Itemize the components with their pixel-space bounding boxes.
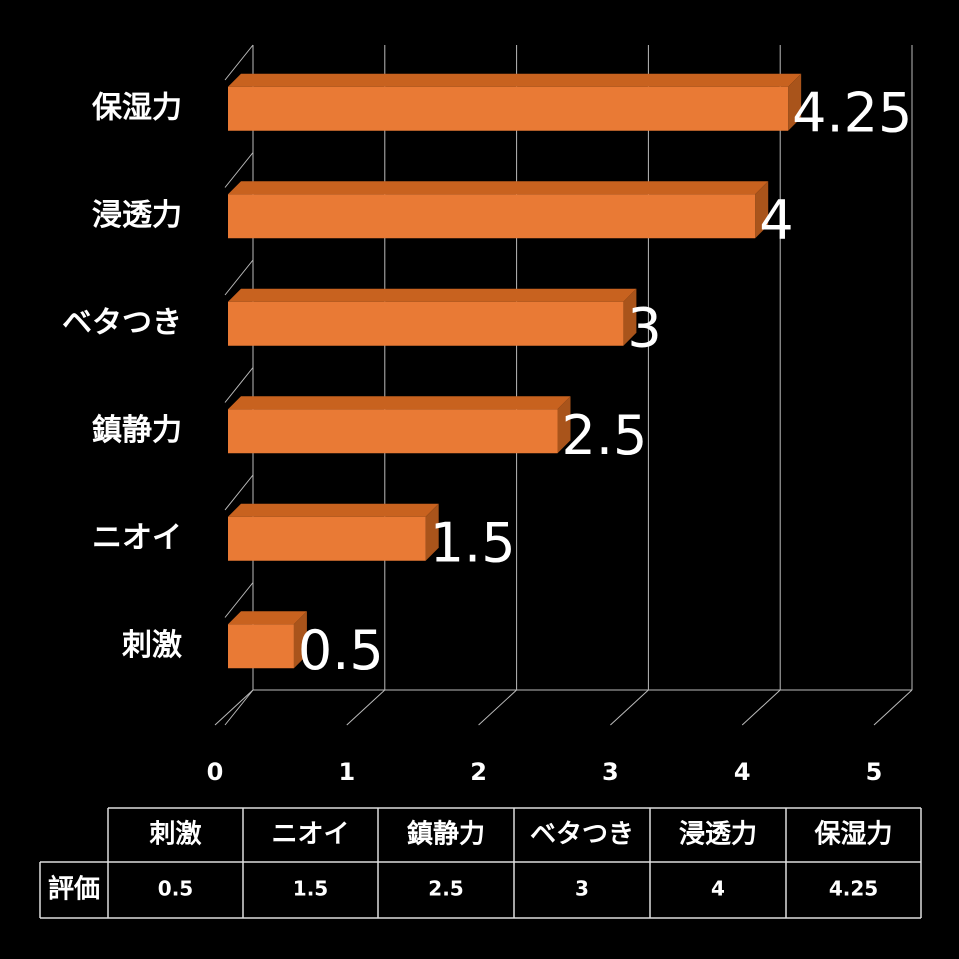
value-label: 4 <box>759 189 793 252</box>
x-tick-label: 0 <box>207 758 224 786</box>
wall-line <box>224 689 254 726</box>
wall-line <box>224 474 254 511</box>
bar-side <box>788 73 802 131</box>
category-label: ベタつき <box>62 305 182 340</box>
table-header: ベタつき <box>530 820 634 850</box>
bar-top <box>228 611 307 625</box>
x-tick-label: 2 <box>470 758 487 786</box>
category-label: 鎮静力 <box>92 413 182 448</box>
bar-top <box>228 181 769 195</box>
table-header: 浸透力 <box>679 820 757 850</box>
table-value: 4.25 <box>829 877 878 901</box>
bar-top <box>228 503 439 517</box>
wall-line <box>224 44 254 81</box>
wall-line <box>224 152 254 188</box>
value-label: 0.5 <box>298 619 384 682</box>
wall-line <box>224 367 254 403</box>
bar-side <box>425 503 439 561</box>
bar <box>228 409 558 454</box>
value-label: 3 <box>627 296 661 359</box>
bar-top <box>228 73 802 87</box>
table-value: 1.5 <box>293 877 328 901</box>
floor-line <box>346 689 386 726</box>
table-value: 2.5 <box>428 877 463 901</box>
bar-top <box>228 288 637 302</box>
floor-line <box>873 689 913 726</box>
bar <box>228 516 426 561</box>
bar <box>228 301 624 346</box>
bar <box>228 86 789 131</box>
table-row-label: 評価 <box>48 874 100 905</box>
wall-line <box>224 259 254 296</box>
x-tick-label: 1 <box>338 758 355 786</box>
value-label: 1.5 <box>430 511 516 574</box>
floor-line <box>478 689 517 726</box>
table-header: 鎮静力 <box>407 819 485 850</box>
table-header: 保湿力 <box>813 820 892 850</box>
floor-line <box>214 689 254 726</box>
value-label: 4.25 <box>792 81 912 144</box>
table-header: 刺激 <box>149 819 201 850</box>
table-value: 3 <box>575 877 589 901</box>
table-value: 4 <box>711 877 725 901</box>
category-label: 刺激 <box>122 628 182 663</box>
bar <box>228 194 756 239</box>
x-tick-label: 5 <box>866 758 883 786</box>
bar-side <box>755 181 769 239</box>
floor-line <box>741 689 781 726</box>
x-tick-label: 4 <box>734 758 751 786</box>
table-value: 0.5 <box>158 877 193 901</box>
value-label: 2.5 <box>562 404 648 467</box>
x-tick-label: 3 <box>602 758 619 786</box>
category-label: 浸透力 <box>92 198 182 233</box>
bar-side <box>557 396 571 454</box>
bar-top <box>228 396 571 410</box>
floor-line <box>610 689 649 726</box>
wall-line <box>224 582 254 618</box>
category-label: ニオイ <box>92 520 182 555</box>
bar <box>228 624 294 669</box>
bar-side <box>623 288 637 346</box>
table-header: ニオイ <box>271 820 349 850</box>
category-label: 保湿力 <box>92 90 182 125</box>
bar-side <box>293 611 307 669</box>
